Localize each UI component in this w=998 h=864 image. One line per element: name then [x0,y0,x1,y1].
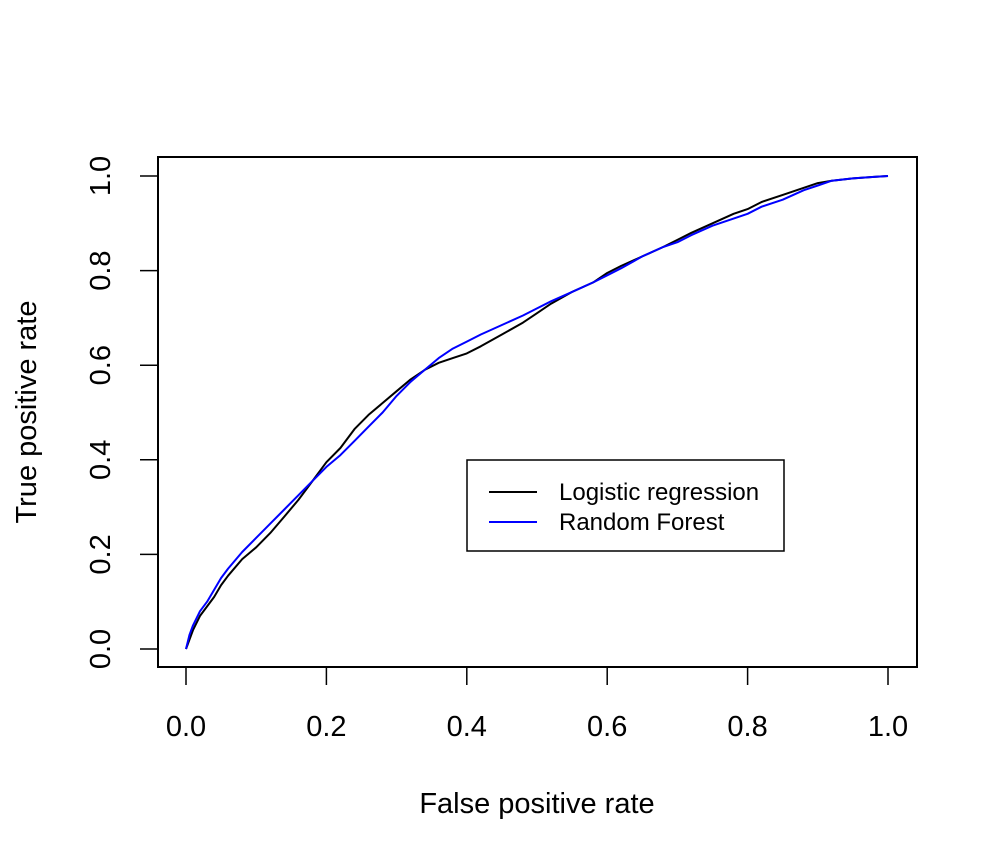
x-axis: 0.0 0.2 0.4 0.6 0.8 1.0 [166,666,908,743]
y-tick-label: 0.4 [85,440,117,480]
y-axis-title: True positive rate [11,301,43,524]
x-tick-label: 0.2 [306,711,346,743]
x-tick-label: 0.8 [727,711,767,743]
y-tick-label: 0.0 [85,629,117,669]
y-tick-label: 0.8 [85,250,117,290]
y-tick-label: 0.6 [85,345,117,385]
legend-label-logistic-regression: Logistic regression [559,479,759,506]
x-axis-title: False positive rate [419,788,654,820]
x-tick-label: 1.0 [868,711,908,743]
x-tick-label: 0.0 [166,711,206,743]
series-line-logistic-regression [185,175,889,650]
y-tick-label: 0.2 [85,534,117,574]
series-lines [185,175,889,650]
series-line-random-forest [185,175,889,650]
x-tick-label: 0.4 [447,711,487,743]
y-tick-label: 1.0 [85,156,117,196]
x-tick-label: 0.6 [587,711,627,743]
legend-box [466,459,785,552]
legend: Logistic regression Random Forest [466,459,785,552]
y-axis: 0.0 0.2 0.4 0.6 0.8 1.0 [85,156,159,669]
legend-label-random-forest: Random Forest [559,509,725,536]
